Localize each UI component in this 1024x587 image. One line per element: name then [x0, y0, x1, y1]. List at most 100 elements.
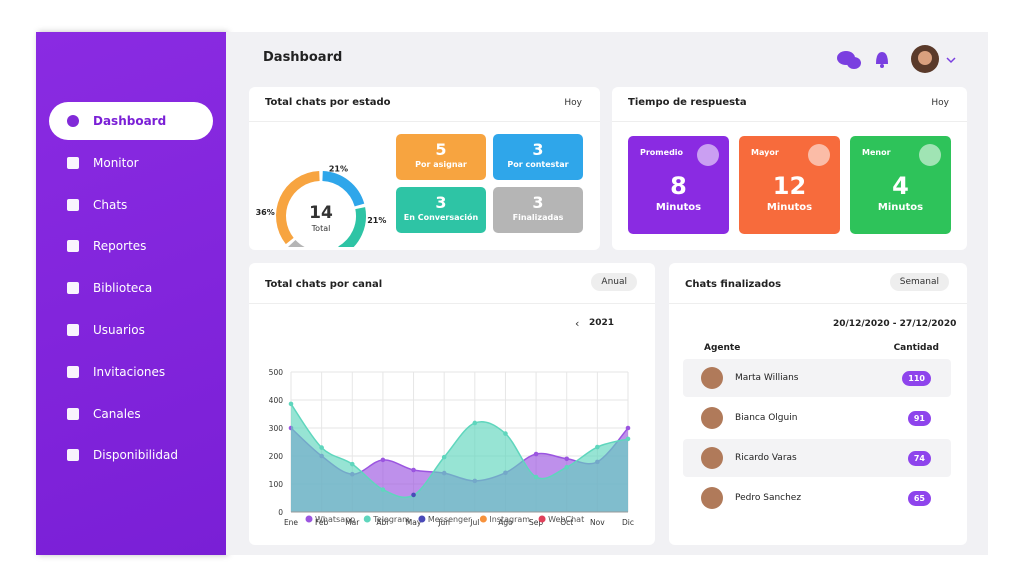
filter[interactable]: Semanal — [889, 273, 949, 291]
card-title: Chats finalizados — [685, 279, 782, 290]
column-header: Agente — [704, 343, 741, 353]
tile-unit: Minutos — [766, 202, 813, 213]
point — [533, 474, 539, 480]
point — [503, 431, 508, 436]
tile-label: En Conversación — [403, 213, 479, 222]
point — [533, 451, 539, 457]
menu-label: Canales — [93, 406, 141, 421]
menu-label: Disponibilidad — [93, 448, 178, 463]
point — [288, 401, 294, 407]
menu-label: Dashboard — [93, 114, 167, 128]
agent-name: Marta Willians — [735, 373, 799, 383]
response-card: Tiempo de respuesta Hoy Promedio 8 Minutos… — [612, 87, 967, 250]
menu-item[interactable]: Monitor — [49, 144, 213, 182]
donut-label: 21% — [329, 164, 348, 173]
nav-arrow: ‹ — [575, 317, 579, 330]
legend-label: WebChat — [548, 515, 584, 524]
point — [349, 461, 355, 467]
y-tick-label: 400 — [269, 396, 284, 405]
date-range: 20/12/2020 - 27/12/2020 — [833, 319, 957, 329]
tile-label: Finalizadas — [512, 213, 564, 222]
x-tick-label: Mar — [345, 518, 360, 527]
menu-item[interactable]: Reportes — [49, 227, 213, 265]
menu-item[interactable]: Invitaciones — [49, 353, 213, 391]
menu-item[interactable]: Usuarios — [49, 311, 213, 349]
count-badge: 110 — [902, 370, 931, 386]
point — [472, 420, 478, 426]
menu-item[interactable]: Dashboard — [49, 102, 213, 140]
menu-item[interactable]: Chats — [49, 186, 213, 224]
tile-icon — [697, 144, 719, 166]
menu-icon — [67, 365, 79, 378]
menu-label: Usuarios — [93, 323, 145, 337]
avatar — [701, 407, 723, 429]
donut-label: 36% — [256, 208, 275, 217]
legend-swatch — [363, 515, 371, 523]
area-chart: 0 100 200 300 400 500 Ene Feb Mar Abr May Jun Jul Ago… — [269, 317, 634, 527]
menu-label: Monitor — [93, 155, 139, 170]
tile-label: Por asignar — [415, 160, 467, 169]
tile-value: 3 — [532, 140, 544, 159]
point — [595, 444, 600, 450]
menu-icon — [67, 449, 79, 462]
x-tick-label: Abr — [376, 518, 390, 527]
agent-name: Ricardo Varas — [735, 453, 797, 463]
legend-label: Telegram — [372, 515, 410, 524]
agent-name: Bianca Olguin — [735, 413, 798, 423]
y-tick-label: 300 — [269, 424, 284, 433]
tile-icon — [808, 144, 830, 166]
count-badge: 91 — [907, 410, 931, 426]
agent-name: Pedro Sanchez — [735, 493, 802, 503]
tile-unit: Minutos — [655, 202, 702, 213]
period[interactable]: Hoy — [931, 98, 949, 108]
legend-label: Whatsapp — [315, 515, 355, 524]
x-tick-label: Sep — [529, 518, 543, 527]
point — [625, 425, 631, 431]
menu-item[interactable]: Canales — [49, 395, 213, 433]
donut-segment — [288, 239, 305, 247]
filter[interactable]: Anual — [591, 273, 637, 291]
avatar — [701, 487, 723, 509]
status-tile: 3 Finalizadas — [493, 187, 583, 233]
point — [380, 487, 386, 492]
response-tile: Mayor 12 Minutos — [739, 136, 840, 234]
menu-item[interactable]: Disponibilidad — [49, 436, 213, 474]
y-tick-label: 200 — [269, 452, 284, 461]
period[interactable]: Hoy — [564, 98, 582, 108]
tile-value: 3 — [532, 193, 544, 212]
donut-segment — [338, 207, 366, 247]
agent-row: Marta Willians 110 — [683, 359, 951, 397]
menu-icon — [67, 156, 79, 169]
response-tile: Menor 4 Minutos — [850, 136, 951, 234]
tile-label: Promedio — [640, 148, 684, 157]
menu-icon — [67, 115, 79, 127]
point — [564, 456, 570, 462]
donut-segment — [322, 171, 365, 207]
status-tile: 3 Por contestar — [493, 134, 583, 180]
x-tick-label: Nov — [590, 518, 605, 527]
tile-value: 12 — [772, 172, 807, 200]
menu-icon — [67, 282, 79, 295]
point — [564, 464, 570, 470]
tile-value: 3 — [435, 193, 447, 212]
point — [380, 457, 386, 463]
menu-item[interactable]: Biblioteca — [49, 269, 213, 307]
area — [291, 403, 628, 512]
status-tile: 3 En Conversación — [396, 187, 486, 233]
card-title: Tiempo de respuesta — [628, 97, 747, 108]
point — [411, 492, 416, 498]
agent-row: Ricardo Varas 74 — [683, 439, 951, 477]
menu-icon — [67, 407, 79, 420]
avatar — [701, 367, 723, 389]
main: Dashboard Total chats por estado Hoy 21%… — [226, 32, 988, 555]
year: 2021 — [589, 318, 615, 328]
x-tick-label: Oct — [560, 518, 573, 527]
card-title: Total chats por canal — [265, 279, 383, 290]
tile-value: 8 — [670, 172, 687, 200]
card-title: Total chats por estado — [265, 97, 391, 108]
sidebar: Dashboard Monitor Chats Reportes Biblioteca U… — [36, 32, 226, 555]
point — [319, 445, 324, 450]
x-tick-label: May — [406, 518, 422, 527]
